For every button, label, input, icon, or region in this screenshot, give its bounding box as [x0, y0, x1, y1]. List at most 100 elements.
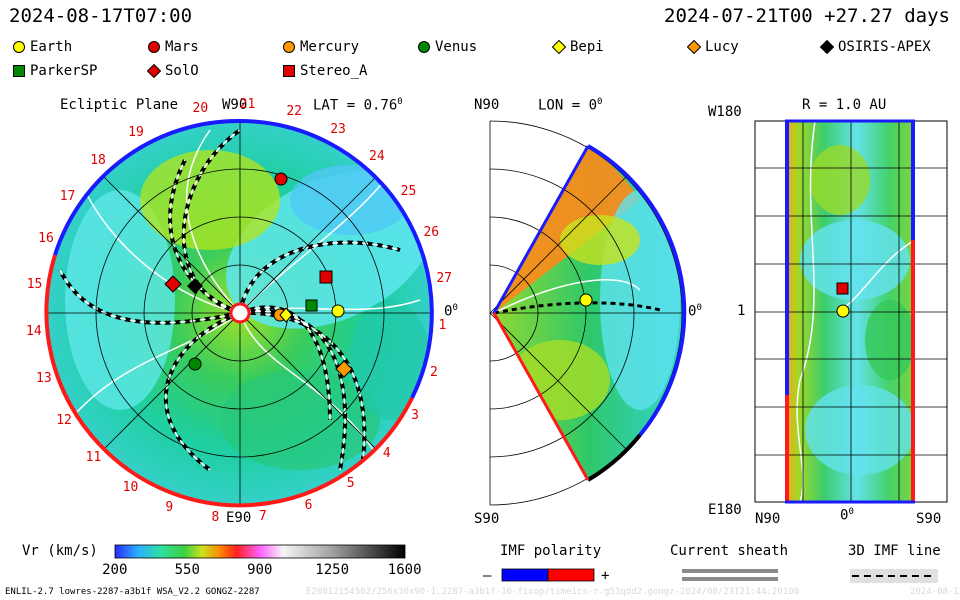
- ecliptic-top-label: W90: [222, 97, 248, 113]
- current-sheath-swatch: [682, 569, 778, 581]
- marker-stereo-a: [319, 270, 333, 284]
- object-markers: [164, 172, 850, 378]
- carrington-day-label: 25: [400, 183, 417, 199]
- carrington-day-label: 16: [38, 231, 54, 247]
- carrington-day-label: 12: [56, 413, 72, 429]
- ecliptic-bottom-label: E90: [226, 510, 252, 526]
- diamond-icon: [552, 40, 566, 54]
- imf-polarity-bar: [501, 568, 595, 582]
- marker-solo: [164, 275, 182, 293]
- square-icon: [13, 65, 25, 77]
- carrington-day-label: 8: [211, 509, 220, 525]
- legend-label: Mercury: [300, 39, 360, 55]
- meridional-right-label: 00: [688, 303, 702, 320]
- legend-label: OSIRIS-APEX: [838, 39, 931, 55]
- carrington-day-label: 5: [346, 476, 355, 492]
- marker-earth-meridional: [579, 293, 593, 307]
- date-left: 2024-08-17T07:00: [9, 5, 193, 27]
- colorbar-label: Vr (km/s): [22, 543, 98, 559]
- legend-mars: Mars: [147, 39, 199, 55]
- date-right: 2024-07-21T00 +27.27 days: [664, 5, 950, 27]
- legend-label: Venus: [435, 39, 478, 55]
- synoptic-top-left: W180: [708, 104, 742, 120]
- legend-parkersp: ParkerSP: [12, 63, 97, 79]
- legend-venus: Venus: [417, 39, 477, 55]
- ecliptic-panel: [44, 118, 434, 508]
- legend-label: SolO: [165, 63, 199, 79]
- synoptic-x-left: N90: [755, 511, 781, 527]
- carrington-day-label: 15: [26, 277, 43, 293]
- circle-icon: [13, 41, 25, 53]
- ecliptic-title: Ecliptic Plane: [60, 97, 179, 113]
- legend-bepi: Bepi: [552, 39, 604, 55]
- colorbar-tick: 900: [247, 562, 273, 578]
- imf-minus: –: [483, 568, 492, 584]
- synoptic-r-label: R = 1.0 AU: [802, 97, 887, 113]
- legend-label: Mars: [165, 39, 199, 55]
- marker-mars: [274, 172, 288, 186]
- carrington-day-label: 20: [192, 100, 209, 116]
- carrington-day-label: 23: [330, 121, 346, 137]
- legend-osiris-apex: OSIRIS-APEX: [820, 39, 931, 55]
- legend-label: Stereo_A: [300, 63, 368, 79]
- circle-icon: [148, 41, 160, 53]
- imf-title: IMF polarity: [500, 543, 602, 559]
- circle-icon: [283, 41, 295, 53]
- carrington-day-label: 14: [26, 324, 42, 340]
- marker-lucy: [335, 360, 353, 378]
- imf-line-title: 3D IMF line: [848, 543, 941, 559]
- meridional-bottom-label: S90: [474, 511, 500, 527]
- circle-icon: [418, 41, 430, 53]
- synoptic-x-right: S90: [916, 511, 942, 527]
- colorbar-tick: 550: [174, 562, 200, 578]
- colorbar-tick: 1250: [315, 562, 350, 578]
- footer-model: ENLIL-2.7 lowres-2287-a3b1f WSA_V2.2 GON…: [5, 587, 260, 597]
- carrington-day-label: 13: [36, 370, 52, 386]
- legend-earth: Earth: [12, 39, 72, 55]
- marker-venus: [188, 357, 202, 371]
- legend-stereo-a: Stereo_A: [282, 63, 367, 79]
- synoptic-mid-left: 1: [737, 303, 746, 319]
- marker-parkersp: [305, 299, 318, 312]
- legend-lucy: Lucy: [687, 39, 739, 55]
- diamond-icon: [147, 64, 161, 78]
- meridional-lon-label: LON = 00: [538, 97, 603, 114]
- carrington-day-label: 1: [438, 318, 447, 334]
- carrington-day-label: 3: [411, 407, 419, 423]
- carrington-day-label: 9: [165, 499, 174, 515]
- ecliptic-lat-label: LAT = 0.760: [313, 97, 403, 114]
- legend-label: Bepi: [570, 39, 604, 55]
- colorbar: [114, 544, 406, 559]
- carrington-day-label: 4: [382, 445, 391, 461]
- colorbar-tick: 200: [102, 562, 128, 578]
- carrington-day-label: 18: [90, 153, 106, 169]
- diamond-icon: [820, 40, 834, 54]
- imf-plus: +: [601, 568, 610, 584]
- diamond-icon: [687, 40, 701, 54]
- synoptic-bottom-left: E180: [708, 502, 742, 518]
- meridional-panel: [489, 120, 687, 506]
- colorbar-tick: 1600: [387, 562, 422, 578]
- current-sheath-title: Current sheath: [670, 543, 789, 559]
- carrington-day-label: 11: [85, 450, 102, 466]
- carrington-day-label: 10: [122, 479, 139, 495]
- footer-run-info: E20812154502/256x30x90-1.2287-a3b1f-16-f…: [306, 587, 800, 597]
- carrington-day-label: 19: [128, 124, 144, 140]
- legend-label: Lucy: [705, 39, 739, 55]
- marker-earth-synoptic: [836, 304, 850, 318]
- legend-solo: SolO: [147, 63, 199, 79]
- marker-bepi: [279, 307, 293, 323]
- legend-mercury: Mercury: [282, 39, 359, 55]
- legend-label: Earth: [30, 39, 73, 55]
- carrington-day-label: 21: [239, 97, 256, 113]
- carrington-day-label: 27: [436, 270, 452, 286]
- carrington-day-label: 7: [258, 509, 267, 525]
- synoptic-x-mid: 00: [840, 507, 854, 524]
- carrington-day-label: 6: [304, 497, 313, 513]
- carrington-day-label: 22: [286, 104, 302, 120]
- meridional-top-label: N90: [474, 97, 500, 113]
- carrington-day-label: 24: [369, 148, 385, 164]
- legend-label: ParkerSP: [30, 63, 98, 79]
- marker-stereo-a-synoptic: [836, 282, 849, 295]
